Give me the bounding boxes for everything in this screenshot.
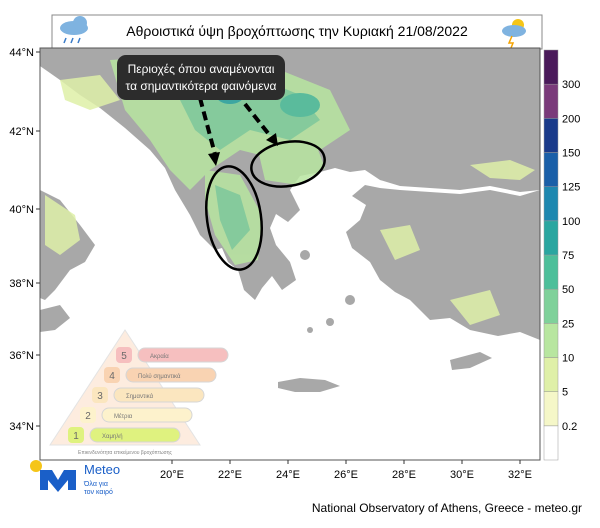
risk-badge bbox=[68, 427, 84, 443]
logo-tagline: Όλα για bbox=[83, 481, 108, 488]
legend-swatch bbox=[543, 357, 559, 392]
callout-text: Περιοχές όπου αναμένονται bbox=[128, 62, 275, 76]
legend-swatch bbox=[543, 152, 559, 187]
risk-number: 5 bbox=[121, 351, 127, 362]
header-box bbox=[51, 14, 543, 50]
map bbox=[39, 47, 541, 461]
footer-credit: National Observatory of Athens, Greece -… bbox=[312, 501, 582, 515]
logo-name: Meteo bbox=[84, 462, 120, 477]
legend-swatch bbox=[543, 186, 559, 222]
risk-number: 3 bbox=[97, 391, 103, 402]
legend-label: 50 bbox=[562, 284, 574, 296]
lat-label: 40°N bbox=[9, 204, 34, 216]
logo-tagline: τον καιρό bbox=[84, 488, 113, 496]
lon-label: 28°E bbox=[392, 469, 416, 481]
risk-caption: Επικινδυνότητα επικείμενου βροχόπτωσης bbox=[78, 449, 173, 456]
legend-label: 5 bbox=[562, 387, 568, 399]
legend-swatch bbox=[543, 49, 559, 85]
weather-icon-left bbox=[60, 16, 88, 44]
lon-label: 22°E bbox=[218, 469, 242, 481]
legend-label: 300 bbox=[562, 79, 580, 91]
risk-badge bbox=[80, 407, 96, 423]
lon-label: 24°E bbox=[276, 469, 300, 481]
risk-label: Ακραία bbox=[150, 354, 169, 360]
lat-label: 34°N bbox=[9, 421, 34, 433]
legend-label: 75 bbox=[562, 250, 574, 262]
risk-number: 1 bbox=[73, 431, 79, 442]
lon-label: 32°E bbox=[508, 469, 532, 481]
weather-icon-right bbox=[502, 19, 526, 49]
title: Αθροιστικά ύψη βροχόπτωσης την Κυριακή 2… bbox=[126, 23, 468, 39]
risk-label: Μέτρια bbox=[114, 413, 133, 420]
legend-swatch bbox=[543, 83, 559, 119]
legend-swatch bbox=[543, 323, 559, 358]
risk-band bbox=[113, 387, 205, 403]
risk-band bbox=[125, 367, 217, 383]
legend-label: 200 bbox=[562, 113, 580, 125]
legend-swatch bbox=[543, 425, 559, 461]
legend-swatch bbox=[543, 254, 559, 290]
risk-label: Σημαντικά bbox=[126, 393, 154, 400]
callout: Περιοχές όπου αναμένονται τα σημαντικότε… bbox=[117, 55, 285, 100]
legend-label: 25 bbox=[562, 318, 574, 330]
risk-number: 2 bbox=[85, 411, 91, 422]
lat-label: 38°N bbox=[9, 278, 34, 290]
lon-label: 26°E bbox=[334, 469, 358, 481]
callout-text: τα σημαντικότερα φαινόμενα bbox=[126, 79, 277, 93]
risk-label: Πολύ σημαντικά bbox=[138, 373, 181, 380]
legend-swatch bbox=[543, 118, 559, 153]
legend-label: 100 bbox=[562, 216, 580, 228]
lat-label: 42°N bbox=[9, 126, 34, 138]
risk-badge bbox=[104, 367, 120, 383]
risk-band bbox=[137, 347, 229, 363]
lat-label: 44°N bbox=[9, 47, 34, 59]
legend-swatch bbox=[543, 220, 559, 256]
risk-badge bbox=[116, 347, 132, 363]
lon-label: 20°E bbox=[160, 469, 184, 481]
risk-band bbox=[89, 427, 181, 443]
lat-label: 36°N bbox=[9, 350, 34, 362]
lon-label: 30°E bbox=[450, 469, 474, 481]
legend-swatch bbox=[543, 391, 559, 427]
logo: Meteo Όλα για τον καιρό bbox=[30, 460, 120, 496]
risk-scale: 5 Ακραία 4 Πολύ σημαντικά 3 Σημαντικά 2 Μέτρια 1… bbox=[49, 329, 229, 456]
risk-number: 4 bbox=[109, 371, 115, 382]
legend-label: 150 bbox=[562, 148, 580, 160]
legend-swatch bbox=[543, 288, 559, 324]
legend-label: 0.2 bbox=[562, 421, 577, 433]
legend-label: 125 bbox=[562, 182, 580, 194]
risk-label: Χαμηλή bbox=[102, 433, 123, 440]
risk-band bbox=[101, 407, 193, 423]
legend-label: 10 bbox=[562, 353, 574, 365]
risk-badge bbox=[92, 387, 108, 403]
